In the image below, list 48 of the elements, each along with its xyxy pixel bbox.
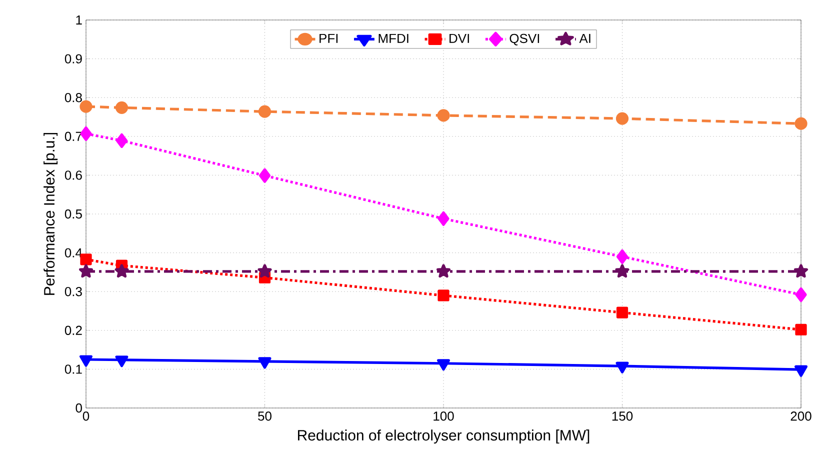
- y-tick-label: 0.5: [64, 209, 82, 219]
- point: [438, 211, 450, 226]
- point: [438, 290, 450, 302]
- point: [794, 117, 808, 130]
- x-tick-label: 100: [434, 412, 454, 421]
- legend-label: AI: [579, 34, 590, 43]
- legend-label: QSVI: [510, 34, 540, 46]
- point: [436, 264, 451, 278]
- y-tick-label: 0: [76, 403, 82, 413]
- y-tick-label: 1: [76, 16, 82, 24]
- point: [437, 109, 450, 122]
- point: [616, 249, 628, 264]
- point: [258, 168, 271, 183]
- point: [616, 112, 629, 125]
- y-tick-label: 0.3: [64, 286, 82, 296]
- point: [795, 287, 807, 302]
- point: [258, 105, 272, 118]
- point: [794, 365, 808, 377]
- y-tick-label: 0.7: [64, 132, 82, 141]
- point: [114, 264, 129, 278]
- x-tick-label: 0: [82, 412, 90, 421]
- y-axis-title: Performance Index [p.u.]: [44, 132, 58, 295]
- point: [115, 356, 128, 368]
- x-tick-label: 50: [258, 412, 272, 421]
- point: [615, 264, 630, 278]
- point: [80, 126, 92, 141]
- legend-label: MFDI: [378, 34, 408, 43]
- point: [616, 306, 628, 318]
- y-tick-label: 0.6: [64, 170, 82, 180]
- point: [258, 264, 272, 278]
- point: [258, 357, 272, 369]
- point: [80, 254, 92, 266]
- legend-label: DVI: [450, 34, 469, 43]
- legend-label: PFI: [320, 34, 338, 43]
- x-axis-title: Reduction of electrolyser consumption [MW]: [298, 430, 590, 444]
- y-tick-label: 0.8: [64, 92, 82, 102]
- point: [78, 264, 94, 278]
- point: [437, 359, 450, 371]
- point: [794, 264, 808, 278]
- x-tick-label: 150: [612, 412, 633, 421]
- x-tick-label: 200: [790, 412, 812, 421]
- point: [795, 324, 807, 336]
- y-tick-label: 0.9: [64, 54, 82, 64]
- point: [116, 133, 128, 148]
- point: [115, 101, 128, 114]
- point: [616, 362, 629, 374]
- y-tick-label: 0.2: [64, 326, 82, 335]
- y-tick-label: 0.1: [64, 364, 82, 374]
